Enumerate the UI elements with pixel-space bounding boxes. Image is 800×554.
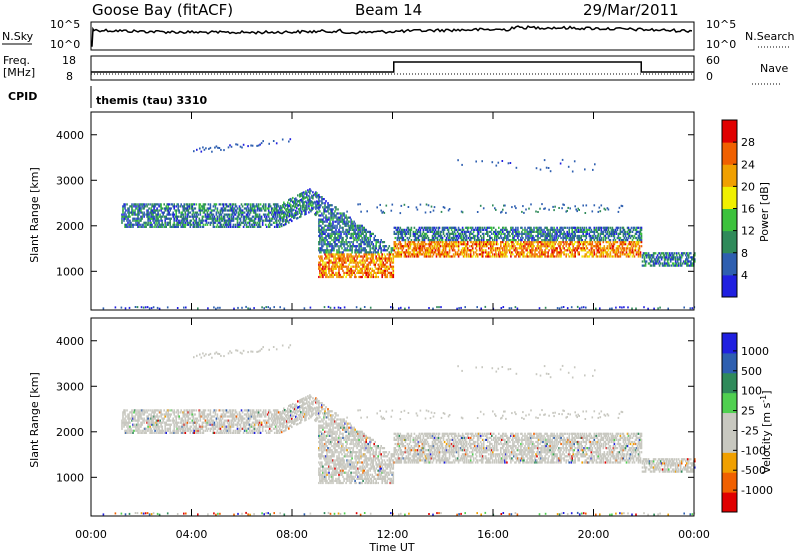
nave-tick-top: 60	[706, 54, 720, 67]
velocity-colorbar-tick-label: -25	[741, 424, 759, 437]
noise-tick-left-bottom: 10^0	[50, 38, 80, 51]
power-ytick-label: 1000	[56, 265, 84, 278]
power-colorbar-tick-label: 20	[741, 180, 755, 193]
power-colorbar-tick-label: 4	[741, 269, 748, 282]
nsky-label: N.Sky	[2, 30, 34, 43]
velocity-ytick-label: 3000	[56, 380, 84, 393]
power-colorbar-segment	[722, 120, 737, 143]
power-colorbar-segment	[722, 186, 737, 209]
freq-unit-label: [MHz]	[3, 66, 35, 79]
velocity-colorbar-frame	[721, 332, 738, 513]
freq-tick-top: 18	[62, 54, 76, 67]
velocity-ytick-label: 4000	[56, 335, 84, 348]
nave-tick-bottom: 0	[706, 70, 713, 83]
power-colorbar-tick-label: 28	[741, 136, 755, 149]
power-colorbar-tick-label: 12	[741, 225, 755, 238]
date-title: 29/Mar/2011	[583, 1, 679, 19]
velocity-colorbar-segment	[722, 492, 737, 513]
velocity-panel-bg	[91, 318, 694, 516]
velocity-ytick-label: 1000	[56, 471, 84, 484]
power-ylabel: Slant Range [km]	[28, 167, 41, 263]
velocity-colorbar-segment	[722, 392, 737, 414]
velocity-colorbar-segment	[722, 472, 737, 493]
velocity-colorbar-label-close: ]	[760, 390, 773, 394]
x-axis-label: Time UT	[368, 541, 414, 554]
power-colorbar-tick-label: 24	[741, 158, 755, 171]
velocity-colorbar-segment	[722, 372, 737, 394]
velocity-colorbar-tick-label: -1000	[741, 484, 773, 497]
freq-tick-bottom: 8	[66, 70, 73, 83]
velocity-colorbar-tick-label: 100	[741, 385, 762, 398]
power-ytick-label: 2000	[56, 220, 84, 233]
velocity-colorbar-label-sup: -1	[759, 395, 768, 403]
power-data	[102, 138, 696, 310]
noise-tick-left-top: 10^5	[50, 18, 80, 31]
velocity-colorbar-segment	[722, 432, 737, 453]
velocity-ylabel: Slant Range [km]	[28, 372, 41, 468]
power-colorbar-segment	[722, 252, 737, 276]
velocity-colorbar-label: Velocity [m s-1]	[759, 390, 773, 473]
noise-tick-right-bottom: 10^0	[706, 38, 736, 51]
velocity-colorbar-tick-label: 500	[741, 365, 762, 378]
nsearch-label: N.Search	[745, 30, 795, 43]
nave-label: Nave	[760, 62, 788, 75]
power-panel-bg	[91, 112, 694, 310]
power-colorbar-segment	[722, 142, 737, 165]
cpid-label: CPID	[8, 90, 37, 103]
x-tick-label: 00:00	[678, 528, 710, 541]
power-colorbar-label: Power [dB]	[758, 182, 771, 242]
freq-label: Freq.	[3, 54, 30, 67]
x-tick-label: 12:00	[377, 528, 409, 541]
power-colorbar-segment	[722, 164, 737, 187]
power-colorbar-tick-label: 8	[741, 247, 748, 260]
x-tick-label: 04:00	[176, 528, 208, 541]
power-colorbar-segment	[722, 230, 737, 254]
cpid-value: themis (tau) 3310	[96, 94, 208, 107]
x-tick-label: 20:00	[578, 528, 610, 541]
freq-strip-frame	[90, 55, 695, 81]
power-ytick-label: 3000	[56, 174, 84, 187]
x-tick-label: 16:00	[477, 528, 509, 541]
noise-tick-right-top: 10^5	[706, 18, 736, 31]
power-ytick-label: 4000	[56, 129, 84, 142]
velocity-colorbar-label-main: Velocity [m s	[760, 402, 773, 473]
velocity-colorbar-segment	[722, 452, 737, 473]
velocity-colorbar-tick-label: 1000	[741, 345, 769, 358]
velocity-colorbar-tick-label: -100	[741, 444, 766, 457]
power-colorbar-segment	[722, 274, 737, 298]
velocity-colorbar-tick-label: -500	[741, 464, 766, 477]
velocity-colorbar-segment	[722, 333, 737, 354]
velocity-ytick-label: 2000	[56, 426, 84, 439]
x-tick-label: 00:00	[75, 528, 107, 541]
power-colorbar-segment	[722, 208, 737, 232]
velocity-data	[102, 344, 696, 516]
station-title: Goose Bay (fitACF)	[92, 1, 233, 19]
x-tick-label: 08:00	[276, 528, 308, 541]
power-colorbar-tick-label: 16	[741, 203, 755, 216]
freq-trace	[91, 61, 694, 73]
velocity-colorbar-segment	[722, 352, 737, 374]
velocity-colorbar-tick-label: 25	[741, 405, 755, 418]
noise-sky-trace	[91, 25, 693, 47]
velocity-colorbar-segment	[722, 412, 737, 433]
beam-title: Beam 14	[355, 1, 422, 19]
noise-strip-frame	[90, 21, 695, 51]
